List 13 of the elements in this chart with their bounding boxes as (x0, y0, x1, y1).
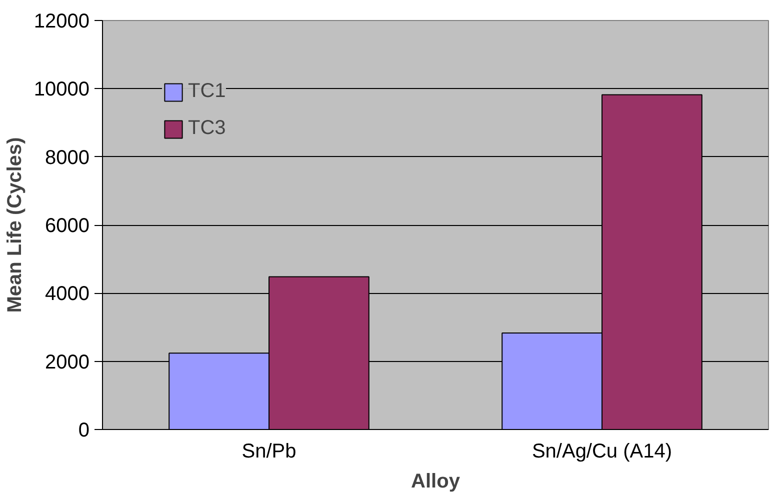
x-tick-label: Sn/Ag/Cu (A14) (532, 440, 672, 462)
y-tick-label: 4000 (45, 283, 90, 306)
y-tick-label: 12000 (34, 10, 90, 32)
legend-label: TC1 (188, 80, 226, 103)
y-axis-title: Mean Life (Cycles) (4, 137, 26, 313)
legend-label: TC3 (188, 117, 226, 140)
y-tick-label: 2000 (45, 351, 90, 374)
y-tick-label: 8000 (45, 146, 90, 169)
x-axis-title: Alloy (411, 470, 461, 492)
y-tick-label: 6000 (45, 215, 90, 237)
y-tick-label: 0 (78, 420, 90, 442)
y-tick-label: 10000 (34, 78, 90, 101)
x-tick-label: Sn/Pb (242, 440, 296, 462)
